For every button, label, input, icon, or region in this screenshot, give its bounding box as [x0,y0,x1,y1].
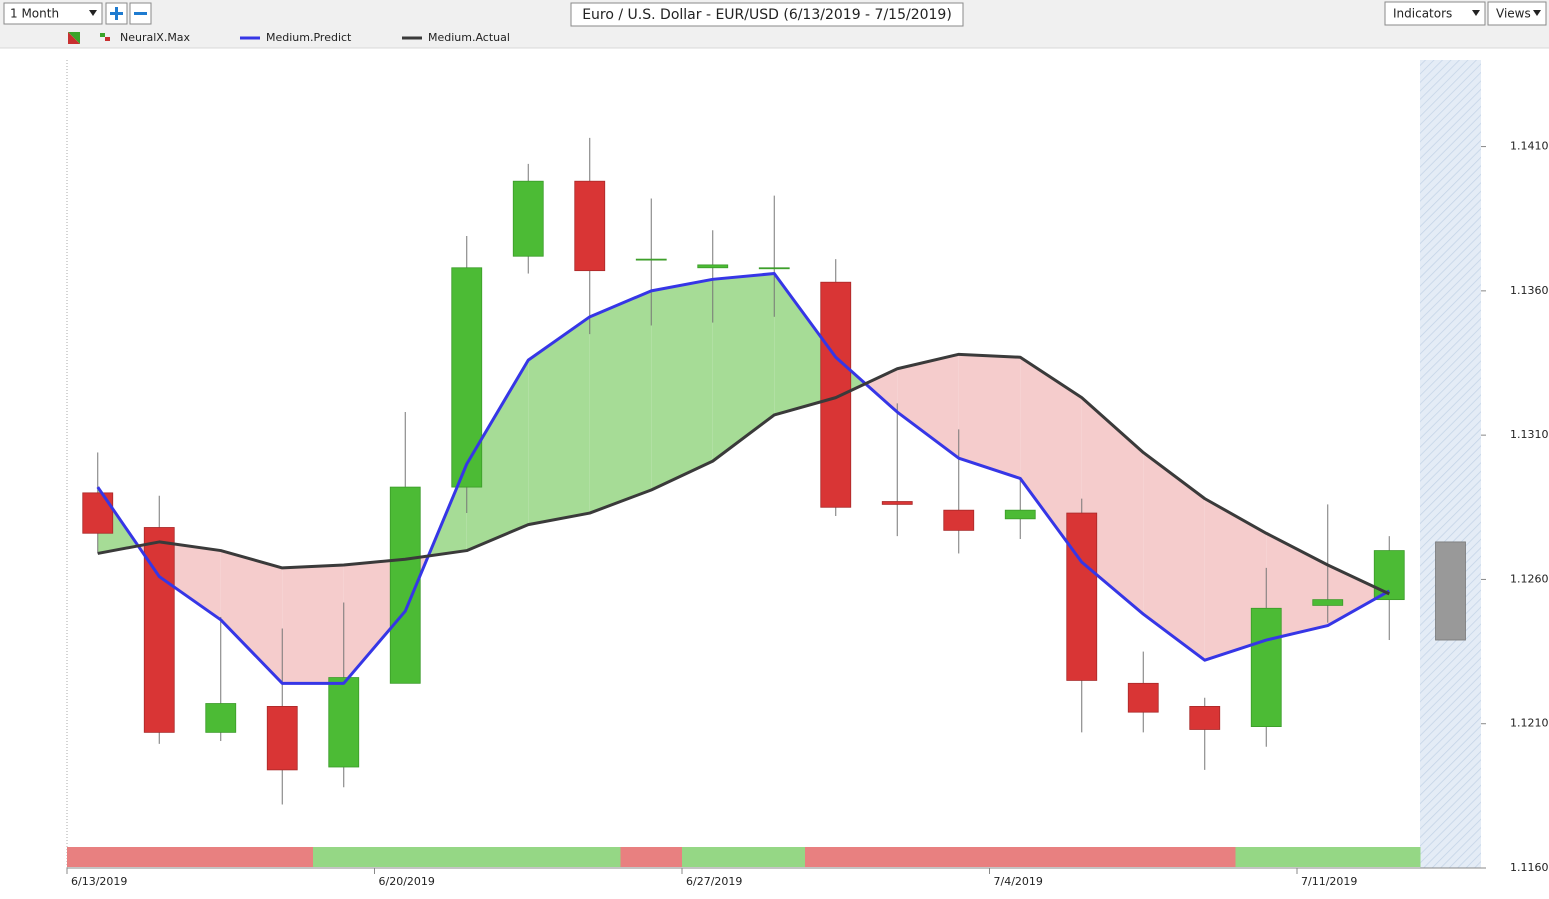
candle-body [1312,599,1344,606]
y-tick-label: 1.1260 [1510,572,1549,585]
candle-body [943,509,975,531]
candle-body [143,527,175,733]
candle-body [697,264,729,269]
spread-fill [528,316,590,525]
legend-label: NeuralX.Max [120,31,191,44]
legend-label: Medium.Actual [428,31,510,44]
candle-body [881,501,913,505]
legend-swatch [100,33,105,37]
views-label: Views [1496,7,1531,21]
signal-strip [682,847,744,867]
y-tick-label: 1.1360 [1510,284,1549,297]
signal-strip [251,847,314,867]
candle-body [1066,512,1098,681]
y-tick-label: 1.1410 [1510,140,1549,153]
candle-body [820,281,852,508]
candle-body [758,267,790,270]
candle-body [574,180,606,272]
signal-strip [190,847,252,867]
y-tick-label: 1.1310 [1510,428,1549,441]
zoom-out-button[interactable] [129,2,152,25]
series-line [97,352,1390,596]
signal-strip [1112,847,1175,867]
spread-fill [651,279,713,490]
spread-fill [958,354,1021,479]
zoom-in-button[interactable] [105,2,128,25]
period-dropdown[interactable]: 1 Month [3,2,103,25]
signal-strip [989,847,1052,867]
signal-strip [1174,847,1236,867]
signal-strip [1235,847,1298,867]
candle-body [1004,509,1036,520]
spread-fill [1020,357,1082,563]
indicators-dropdown[interactable]: Indicators [1384,1,1486,26]
signal-strip [620,847,683,867]
chart-bg [0,48,1549,899]
x-tick-label: 7/11/2019 [1301,875,1357,888]
legend-icon [68,32,80,44]
signal-strip [559,847,621,867]
signal-strip [67,847,129,867]
candle-body [1189,706,1221,730]
signal-strip [313,847,375,867]
candle-body [512,180,544,257]
y-tick-label: 1.1210 [1510,717,1549,730]
signal-strip [866,847,929,867]
signal-strip [743,847,806,867]
spread-fill [1327,565,1387,626]
spread-fill [897,354,959,459]
x-tick-label: 6/13/2019 [71,875,127,888]
candle-body [205,703,237,733]
candle-body [328,677,360,768]
spread-fill [865,368,898,413]
candle-body [1250,607,1282,727]
period-label: 1 Month [10,7,59,21]
signal-strip [1358,847,1421,867]
spread-fill [220,550,283,684]
spread-fill [589,290,652,514]
signal-strip [805,847,867,867]
chart-title: Euro / U.S. Dollar - EUR/USD (6/13/2019 … [582,7,952,23]
legend-swatch [105,37,110,41]
x-tick-label: 6/20/2019 [379,875,435,888]
series-line [96,272,1390,685]
signal-strip [1051,847,1113,867]
forecast-zone [1420,60,1481,868]
x-tick-label: 6/27/2019 [686,875,742,888]
signal-strip [1297,847,1359,867]
signal-strip [928,847,990,867]
x-tick-label: 7/4/2019 [994,875,1043,888]
candle-body [266,706,298,771]
spread-fill [1143,452,1205,661]
candle-body [1127,682,1159,713]
indicators-label: Indicators [1393,7,1452,21]
y-tick-label: 1.1160 [1510,861,1549,874]
candle-body [82,492,114,534]
spread-fill [466,360,529,551]
views-dropdown[interactable]: Views [1487,1,1547,26]
spread-fill [282,565,344,684]
spread-fill [712,273,775,462]
legend: NeuralX.Max Medium.Predict Medium.Actual [100,31,510,44]
forecast-candle [1435,541,1466,641]
signal-strip [436,847,498,867]
title-box [570,2,964,27]
legend-label: Medium.Predict [266,31,352,44]
candle-body [451,267,483,488]
signal-strip [497,847,560,867]
signal-strip [374,847,437,867]
signal-strip [128,847,191,867]
candle-body [635,258,667,261]
